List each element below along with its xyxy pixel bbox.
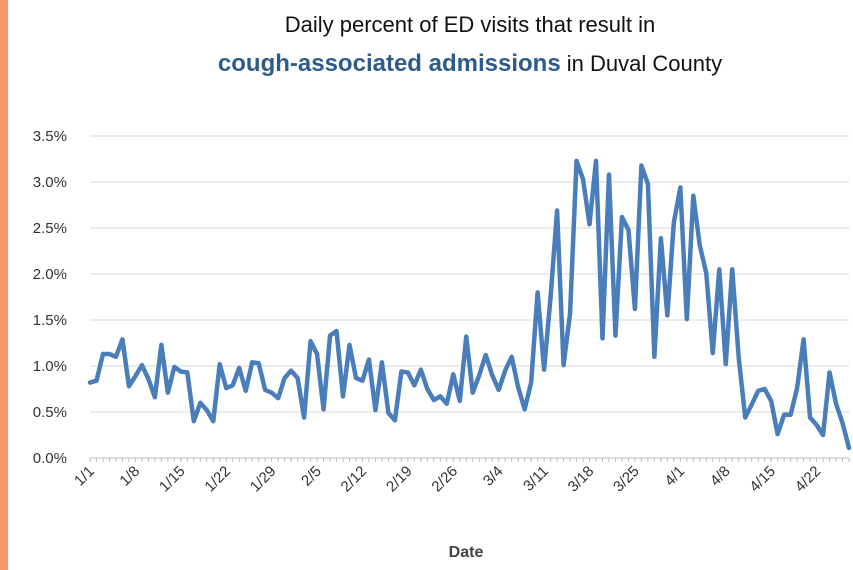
x-tick-label: 2/19 <box>383 463 416 496</box>
x-tick-label: 4/15 <box>746 463 779 496</box>
x-axis-label: Date <box>449 544 484 561</box>
chart-title-line2: cough-associated admissions in Duval Cou… <box>110 50 830 78</box>
y-tick-label: 0.5% <box>33 404 67 421</box>
chart-title-line1: Daily percent of ED visits that result i… <box>284 12 656 37</box>
x-tick-label: 2/26 <box>428 463 461 496</box>
x-tick-label: 3/4 <box>480 463 507 490</box>
x-tick-label: 2/5 <box>298 463 325 490</box>
y-tick-label: 2.0% <box>33 266 67 283</box>
x-tick-label: 3/18 <box>565 463 598 496</box>
x-tick-label: 2/12 <box>338 463 371 496</box>
chart-title-emphasis: cough-associated admissions <box>217 50 561 77</box>
x-tick-label: 1/8 <box>116 463 143 490</box>
chart-title-suffix: in Duval County <box>560 51 723 76</box>
x-tick-label: 1/29 <box>247 463 280 496</box>
y-axis-ticks: 0.0% 0.5% 1.0% 1.5% 2.0% 2.5% 3.0% 3.5% <box>33 128 67 467</box>
left-accent-bar <box>0 0 8 570</box>
y-tick-label: 3.0% <box>33 174 67 191</box>
y-tick-label: 1.5% <box>33 312 67 329</box>
y-tick-label: 3.5% <box>33 128 67 145</box>
x-tick-label: 1/1 <box>71 463 98 490</box>
x-tick-label: 4/22 <box>792 463 825 496</box>
x-tick-label: 4/8 <box>707 463 734 490</box>
y-tick-label: 0.0% <box>33 450 67 467</box>
x-tick-label: 1/22 <box>201 463 234 496</box>
x-tick-label: 4/1 <box>661 463 688 490</box>
x-tick-label: 3/11 <box>520 463 552 495</box>
series-layer <box>87 158 852 451</box>
x-tick-label: 3/25 <box>610 463 643 496</box>
x-axis-ticks: 1/1 1/8 1/15 1/22 1/29 2/5 2/12 2/19 2/26 3/4 3/11… <box>71 458 850 496</box>
gridlines <box>90 135 849 413</box>
y-tick-label: 2.5% <box>33 220 67 237</box>
series-line <box>87 158 852 451</box>
x-tick-label: 1/15 <box>156 463 189 496</box>
y-tick-label: 1.0% <box>33 358 67 375</box>
